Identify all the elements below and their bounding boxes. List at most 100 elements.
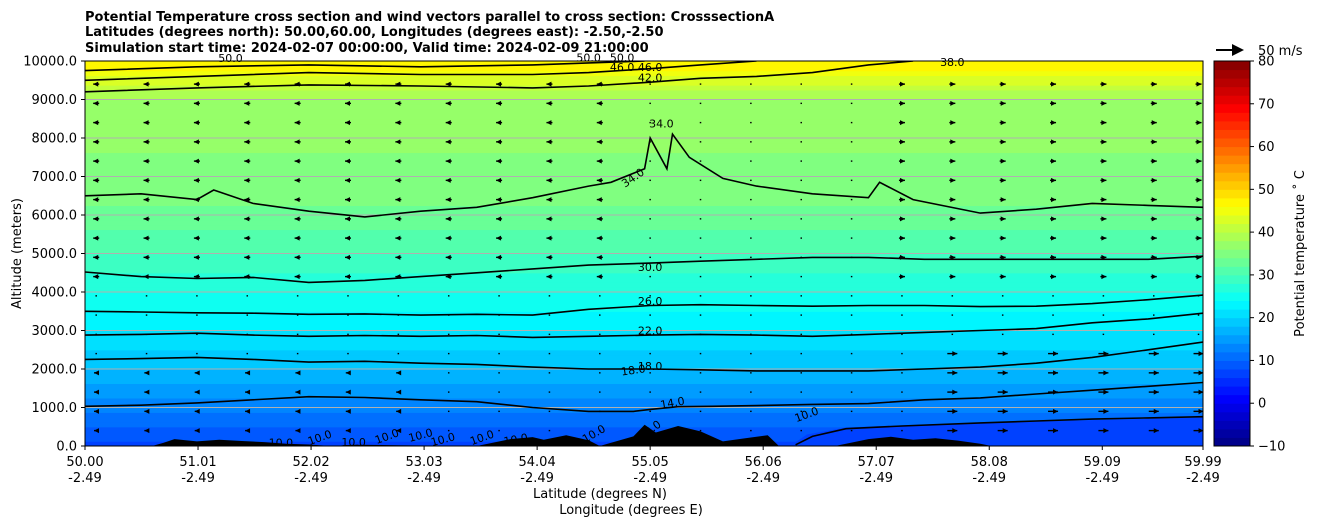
theta-band — [85, 142, 1203, 149]
wind-vector-head — [1103, 389, 1109, 395]
wind-vector-head — [1053, 351, 1059, 357]
colorbar-frame — [1213, 60, 1251, 447]
wind-vector-head — [294, 158, 300, 164]
wind-vector-head — [143, 274, 149, 280]
x-tick-label-lon: -2.49 — [294, 471, 328, 486]
wind-vector-head — [93, 197, 99, 203]
wind-vector-head — [1196, 274, 1202, 280]
wind-vector-head — [546, 197, 552, 203]
wind-vector-head — [445, 120, 451, 126]
wind-vector-head — [1151, 177, 1157, 183]
colorbar-segment — [1214, 112, 1250, 122]
wind-vector-head — [1053, 370, 1059, 376]
wind-vector-head — [1051, 177, 1057, 183]
colorbar-label: Potential temperature ˚ C — [1292, 170, 1308, 337]
colorbar-segment — [1214, 437, 1250, 447]
theta-band — [85, 205, 1203, 211]
wind-vector-head — [396, 408, 402, 414]
wind-vector-head — [93, 254, 99, 260]
wind-vector-head — [344, 197, 350, 203]
wind-vector-head — [596, 100, 602, 106]
wind-vector-head — [596, 81, 602, 87]
theta-band — [85, 152, 1203, 158]
wind-vector-head — [294, 274, 300, 280]
wind-vector-head — [344, 274, 350, 280]
wind-vector-head — [344, 81, 350, 87]
wind-vector-head — [295, 428, 301, 434]
wind-vector-head — [1000, 100, 1006, 106]
theta-band — [85, 219, 1203, 226]
wind-vector-head — [596, 120, 602, 126]
wind-vector-head — [1051, 158, 1057, 164]
wind-vector-head — [1000, 197, 1006, 203]
x-tick-label-lon: -2.49 — [181, 471, 215, 486]
wind-vector-head — [1002, 351, 1008, 357]
colorbar-segment — [1214, 240, 1250, 250]
y-tick-label: 5000.0 — [32, 247, 78, 262]
wind-vector-head — [396, 389, 402, 395]
wind-vector-head — [194, 370, 200, 376]
colorbar-segment — [1214, 300, 1250, 310]
x-axis-label-latitude: Latitude (degrees N) — [533, 487, 667, 502]
wind-vector-head — [596, 139, 602, 145]
wind-vector-head — [345, 408, 351, 414]
wind-vector-head — [1101, 158, 1107, 164]
wind-vector-head — [1196, 81, 1202, 87]
y-tick-label: 8000.0 — [32, 132, 78, 147]
wind-vector-head — [1101, 120, 1107, 126]
theta-band — [85, 61, 1203, 67]
theta-band — [85, 123, 1203, 129]
wind-vector-head — [244, 254, 250, 260]
theta-band — [85, 267, 1203, 274]
theta-band — [85, 373, 1203, 380]
wind-vector-head — [294, 100, 300, 106]
wind-vector-head — [395, 158, 401, 164]
wind-vector-head — [93, 235, 99, 241]
wind-vector-head — [546, 274, 552, 280]
wind-vector-head — [546, 81, 552, 87]
theta-band — [85, 239, 1203, 245]
x-tick-label-lat: 53.03 — [405, 455, 442, 470]
theta-band — [85, 109, 1203, 115]
theta-band — [85, 320, 1203, 327]
theta-band — [85, 113, 1203, 120]
x-tick-label-lon: -2.49 — [633, 471, 667, 486]
wind-vector-head — [193, 235, 199, 241]
wind-vector-head — [344, 158, 350, 164]
wind-vector-head — [93, 389, 99, 395]
wind-vector-head — [596, 235, 602, 241]
contour-30.0 — [85, 255, 1203, 284]
theta-band — [85, 292, 1203, 298]
wind-vector-head — [294, 120, 300, 126]
contour-label: 46.0 — [638, 61, 663, 74]
wind-vector-head — [445, 100, 451, 106]
theta-band — [85, 311, 1203, 317]
wind-vector-head — [445, 177, 451, 183]
x-tick-label-lon: -2.49 — [68, 471, 102, 486]
theta-band — [85, 412, 1203, 418]
wind-vector-head — [295, 370, 301, 376]
wind-vector-head — [950, 216, 956, 222]
colorbar-tick-label: 60 — [1258, 140, 1275, 155]
wind-vector-head — [950, 100, 956, 106]
wind-vector-head — [1151, 235, 1157, 241]
wind-vector-head — [244, 158, 250, 164]
theta-band — [85, 364, 1203, 370]
wind-vector-head — [445, 197, 451, 203]
colorbar-segment — [1214, 129, 1250, 139]
chart-title-line-2: Latitudes (degrees north): 50.00,60.00, … — [85, 25, 664, 40]
theta-band — [85, 171, 1203, 178]
wind-vector-head — [345, 428, 351, 434]
wind-vector-head — [1196, 158, 1202, 164]
wind-vector-head — [143, 100, 149, 106]
wind-vector-head — [1103, 351, 1109, 357]
colorbar-tick-label: 50 — [1258, 183, 1275, 198]
x-tick-label-lat: 59.09 — [1084, 455, 1121, 470]
wind-vector-head — [445, 216, 451, 222]
wind-vector-head — [950, 158, 956, 164]
colorbar-segment — [1214, 61, 1250, 71]
wind-vector-head — [1151, 139, 1157, 145]
contour-label: 26.0 — [638, 295, 663, 308]
wind-vector-head — [1000, 254, 1006, 260]
